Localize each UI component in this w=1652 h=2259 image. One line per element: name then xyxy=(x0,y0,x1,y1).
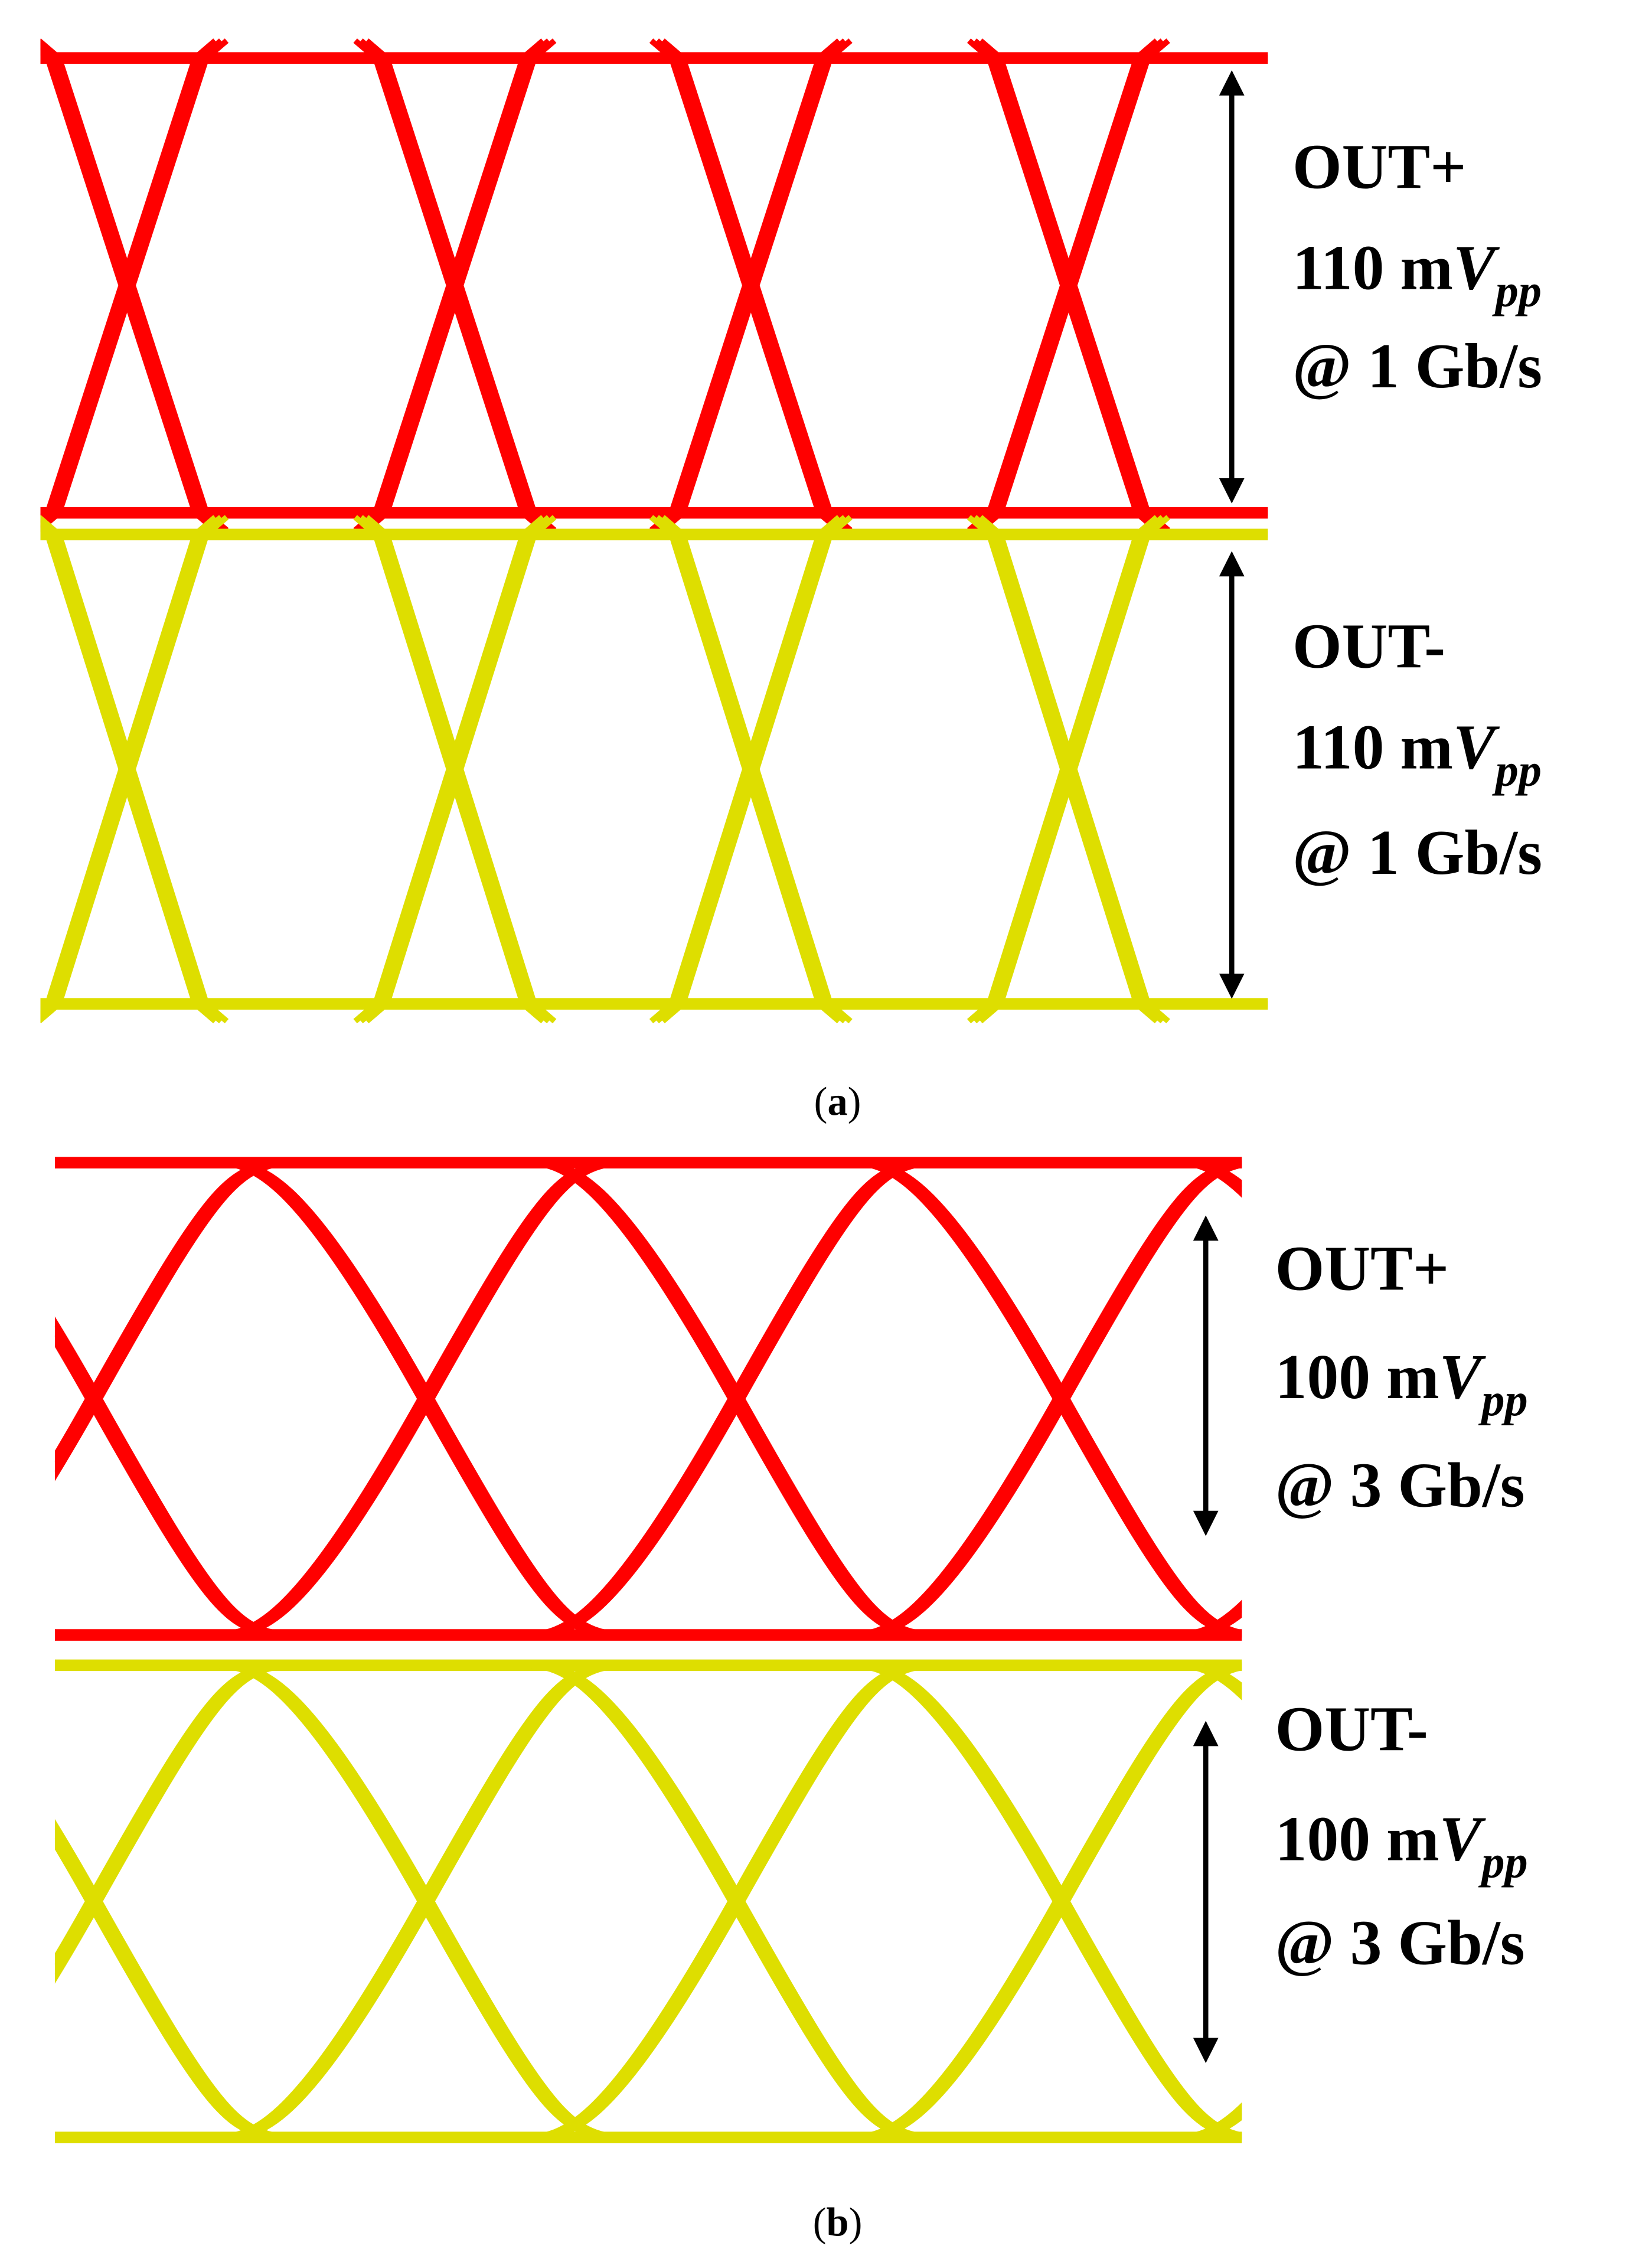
trace-name: OUT+ xyxy=(1275,1233,1449,1304)
transition xyxy=(847,1663,1242,2141)
caption-paren: ( xyxy=(814,1079,828,1124)
panel-caption: (a) xyxy=(814,1079,861,1124)
eye-diagram xyxy=(54,1157,1242,1641)
transition xyxy=(54,1662,314,1984)
transition xyxy=(40,38,229,533)
amplitude-value: 100 m xyxy=(1275,1342,1439,1412)
transition xyxy=(40,515,217,1014)
transition xyxy=(40,38,223,528)
trace-name: OUT+ xyxy=(1292,132,1467,202)
panel-caption: (b) xyxy=(813,2199,863,2244)
amplitude-unit: V xyxy=(1439,1342,1487,1412)
amplitude: 110 mVpp xyxy=(1292,713,1542,796)
transition xyxy=(218,1662,646,2141)
transition xyxy=(1178,1160,1242,1188)
data-rate: @ 1 Gb/s xyxy=(1292,818,1542,888)
transition xyxy=(353,515,545,1024)
transition xyxy=(365,38,557,533)
amplitude-subscript: pp xyxy=(1492,745,1542,796)
amplitude-value: 100 m xyxy=(1275,1804,1439,1875)
caption-letter: b xyxy=(827,2199,849,2244)
amplitude: 110 mVpp xyxy=(1292,233,1542,316)
transition xyxy=(523,1662,951,2141)
transition xyxy=(365,515,557,1024)
data-rate: @ 3 Gb/s xyxy=(1275,1450,1525,1520)
transition xyxy=(206,1662,634,2141)
transition xyxy=(517,1662,945,2141)
transition xyxy=(212,1662,640,2141)
transition xyxy=(54,1662,308,1974)
transition xyxy=(517,1160,945,1638)
transition xyxy=(54,1160,302,1463)
caption-paren: ) xyxy=(848,1079,861,1124)
transition xyxy=(212,1160,640,1638)
transition xyxy=(218,1160,646,1638)
amplitude-unit: V xyxy=(1453,233,1500,303)
transition xyxy=(54,1336,302,1638)
transition xyxy=(40,515,229,1024)
transition xyxy=(978,38,1170,533)
trace-name: OUT- xyxy=(1275,1695,1428,1765)
transition xyxy=(1178,1662,1242,1690)
transition xyxy=(54,1828,308,2141)
caption-paren: ( xyxy=(813,2199,827,2244)
data-rate: @ 1 Gb/s xyxy=(1292,331,1542,401)
transition xyxy=(1178,2113,1242,2141)
amplitude-subscript: pp xyxy=(1478,1374,1527,1425)
transition xyxy=(978,515,1170,1024)
transition xyxy=(972,515,1165,1024)
trace-name: OUT- xyxy=(1292,611,1445,681)
transition xyxy=(1178,1610,1242,1638)
amplitude-subscript: pp xyxy=(1478,1836,1527,1888)
transition xyxy=(40,38,217,523)
transition xyxy=(655,38,847,533)
transition xyxy=(40,515,223,1019)
amplitude-unit: V xyxy=(1439,1804,1487,1875)
transition xyxy=(359,38,551,533)
transition xyxy=(54,1160,314,1481)
amplitude-value: 110 m xyxy=(1292,713,1453,783)
transition xyxy=(661,515,853,1024)
transition xyxy=(206,1160,634,1638)
amplitude: 100 mVpp xyxy=(1275,1342,1528,1425)
caption-paren: ) xyxy=(849,2199,863,2244)
eye-diagram xyxy=(54,1659,1242,2143)
amplitude-unit: V xyxy=(1453,713,1500,783)
transition xyxy=(661,38,853,533)
eye-diagram xyxy=(40,515,1268,1024)
amplitude-value: 110 m xyxy=(1292,233,1453,303)
transition xyxy=(655,515,847,1024)
transition xyxy=(54,1838,302,2141)
caption-letter: a xyxy=(827,1079,847,1124)
transition xyxy=(649,515,841,1024)
transition xyxy=(853,1664,1242,2141)
amplitude-subscript: pp xyxy=(1492,265,1542,316)
amplitude: 100 mVpp xyxy=(1275,1804,1528,1888)
eye-diagram xyxy=(40,38,1268,533)
transition xyxy=(359,515,551,1024)
transition xyxy=(523,1160,951,1638)
transition xyxy=(54,1819,314,2141)
transition xyxy=(528,1662,956,2141)
transition xyxy=(847,1161,1242,1638)
transition xyxy=(54,1326,308,1638)
transition xyxy=(54,1160,308,1472)
transition xyxy=(972,38,1165,533)
data-rate: @ 3 Gb/s xyxy=(1275,1908,1525,1979)
transition xyxy=(528,1160,956,1638)
transition xyxy=(967,515,1159,1024)
transition xyxy=(54,1662,302,1965)
transition xyxy=(54,1316,314,1638)
transition xyxy=(853,1162,1242,1638)
